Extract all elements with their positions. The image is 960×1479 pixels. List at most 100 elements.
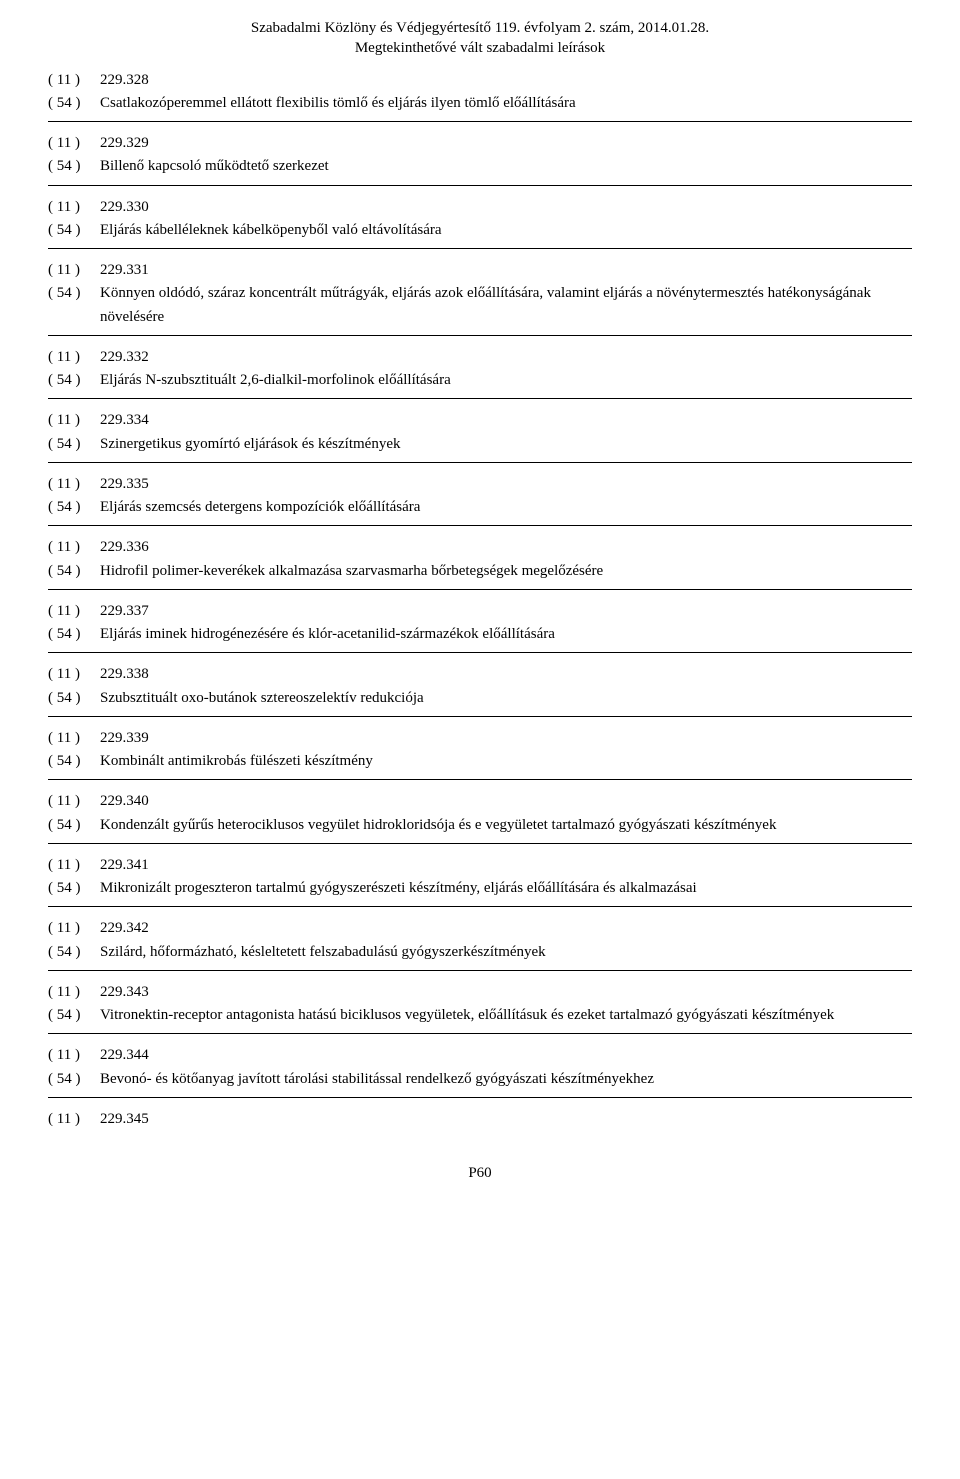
patent-entry: ( 11 )229.344( 54 )Bevonó- és kötőanyag … bbox=[48, 1044, 912, 1091]
patent-entry: ( 11 )229.331( 54 )Könnyen oldódó, szára… bbox=[48, 259, 912, 329]
patent-number: 229.330 bbox=[100, 196, 912, 219]
patent-title: Kombinált antimikrobás fülészeti készítm… bbox=[100, 750, 912, 773]
entry-number-row: ( 11 )229.329 bbox=[48, 132, 912, 155]
patent-number: 229.340 bbox=[100, 790, 912, 813]
code-11-label: ( 11 ) bbox=[48, 600, 100, 623]
patent-title: Eljárás kábelléleknek kábelköpenyből val… bbox=[100, 219, 912, 242]
patent-title: Kondenzált gyűrűs heterociklusos vegyüle… bbox=[100, 814, 912, 837]
code-11-label: ( 11 ) bbox=[48, 917, 100, 940]
entry-divider bbox=[48, 121, 912, 122]
code-11-label: ( 11 ) bbox=[48, 259, 100, 282]
patent-entry: ( 11 )229.332( 54 )Eljárás N-szubsztituá… bbox=[48, 346, 912, 393]
entry-number-row: ( 11 )229.337 bbox=[48, 600, 912, 623]
entry-title-row: ( 54 )Hidrofil polimer-keverékek alkalma… bbox=[48, 560, 912, 583]
code-11-label: ( 11 ) bbox=[48, 473, 100, 496]
code-11-label: ( 11 ) bbox=[48, 69, 100, 92]
code-54-label: ( 54 ) bbox=[48, 369, 100, 392]
entry-number-row: ( 11 )229.341 bbox=[48, 854, 912, 877]
code-11-label: ( 11 ) bbox=[48, 854, 100, 877]
entry-number-row: ( 11 )229.330 bbox=[48, 196, 912, 219]
entry-number-row: ( 11 )229.332 bbox=[48, 346, 912, 369]
entry-title-row: ( 54 )Billenő kapcsoló működtető szerkez… bbox=[48, 155, 912, 178]
entry-divider bbox=[48, 779, 912, 780]
entry-title-row: ( 54 )Eljárás szemcsés detergens kompozí… bbox=[48, 496, 912, 519]
patent-title: Szilárd, hőformázható, késleltetett fels… bbox=[100, 941, 912, 964]
entry-title-row: ( 54 )Szinergetikus gyomírtó eljárások é… bbox=[48, 433, 912, 456]
entry-divider bbox=[48, 652, 912, 653]
patent-title: Bevonó- és kötőanyag javított tárolási s… bbox=[100, 1068, 912, 1091]
document-page: Szabadalmi Közlöny és Védjegyértesítő 11… bbox=[0, 0, 960, 1212]
code-54-label: ( 54 ) bbox=[48, 941, 100, 964]
entry-number-row: ( 11 )229.338 bbox=[48, 663, 912, 686]
code-54-label: ( 54 ) bbox=[48, 877, 100, 900]
patent-title: Könnyen oldódó, száraz koncentrált műtrá… bbox=[100, 282, 912, 329]
entry-divider bbox=[48, 589, 912, 590]
patent-number: 229.329 bbox=[100, 132, 912, 155]
patent-entry: ( 11 )229.345 bbox=[48, 1108, 912, 1131]
patent-title: Eljárás iminek hidrogénezésére és klór-a… bbox=[100, 623, 912, 646]
entry-title-row: ( 54 )Kombinált antimikrobás fülészeti k… bbox=[48, 750, 912, 773]
entry-title-row: ( 54 )Eljárás kábelléleknek kábelköpenyb… bbox=[48, 219, 912, 242]
entry-divider bbox=[48, 248, 912, 249]
code-54-label: ( 54 ) bbox=[48, 433, 100, 456]
patent-number: 229.332 bbox=[100, 346, 912, 369]
patent-entry: ( 11 )229.340( 54 )Kondenzált gyűrűs het… bbox=[48, 790, 912, 837]
entries-list: ( 11 )229.328( 54 )Csatlakozóperemmel el… bbox=[48, 69, 912, 1132]
patent-number: 229.337 bbox=[100, 600, 912, 623]
entry-title-row: ( 54 )Eljárás iminek hidrogénezésére és … bbox=[48, 623, 912, 646]
patent-entry: ( 11 )229.328( 54 )Csatlakozóperemmel el… bbox=[48, 69, 912, 116]
code-11-label: ( 11 ) bbox=[48, 790, 100, 813]
entry-title-row: ( 54 )Könnyen oldódó, száraz koncentrált… bbox=[48, 282, 912, 329]
entry-number-row: ( 11 )229.336 bbox=[48, 536, 912, 559]
entry-divider bbox=[48, 398, 912, 399]
patent-title: Mikronizált progeszteron tartalmú gyógys… bbox=[100, 877, 912, 900]
patent-number: 229.343 bbox=[100, 981, 912, 1004]
entry-number-row: ( 11 )229.344 bbox=[48, 1044, 912, 1067]
page-header: Szabadalmi Közlöny és Védjegyértesítő 11… bbox=[48, 18, 912, 59]
patent-number: 229.341 bbox=[100, 854, 912, 877]
entry-divider bbox=[48, 335, 912, 336]
patent-title: Eljárás szemcsés detergens kompozíciók e… bbox=[100, 496, 912, 519]
code-11-label: ( 11 ) bbox=[48, 981, 100, 1004]
entry-divider bbox=[48, 843, 912, 844]
patent-entry: ( 11 )229.329( 54 )Billenő kapcsoló műkö… bbox=[48, 132, 912, 179]
entry-title-row: ( 54 )Mikronizált progeszteron tartalmú … bbox=[48, 877, 912, 900]
entry-title-row: ( 54 )Bevonó- és kötőanyag javított táro… bbox=[48, 1068, 912, 1091]
entry-number-row: ( 11 )229.342 bbox=[48, 917, 912, 940]
code-11-label: ( 11 ) bbox=[48, 196, 100, 219]
patent-number: 229.345 bbox=[100, 1108, 912, 1131]
entry-number-row: ( 11 )229.331 bbox=[48, 259, 912, 282]
patent-number: 229.339 bbox=[100, 727, 912, 750]
patent-entry: ( 11 )229.342( 54 )Szilárd, hőformázható… bbox=[48, 917, 912, 964]
patent-title: Eljárás N-szubsztituált 2,6-dialkil-morf… bbox=[100, 369, 912, 392]
page-footer: P60 bbox=[48, 1165, 912, 1182]
entry-title-row: ( 54 )Csatlakozóperemmel ellátott flexib… bbox=[48, 92, 912, 115]
patent-title: Vitronektin-receptor antagonista hatású … bbox=[100, 1004, 912, 1027]
patent-entry: ( 11 )229.339( 54 )Kombinált antimikrobá… bbox=[48, 727, 912, 774]
entry-number-row: ( 11 )229.334 bbox=[48, 409, 912, 432]
entry-title-row: ( 54 )Szilárd, hőformázható, késleltetet… bbox=[48, 941, 912, 964]
patent-title: Szubsztituált oxo-butánok sztereoszelekt… bbox=[100, 687, 912, 710]
entry-divider bbox=[48, 185, 912, 186]
entry-divider bbox=[48, 1033, 912, 1034]
header-line-2: Megtekinthetővé vált szabadalmi leírások bbox=[48, 38, 912, 58]
code-54-label: ( 54 ) bbox=[48, 282, 100, 329]
patent-entry: ( 11 )229.337( 54 )Eljárás iminek hidrog… bbox=[48, 600, 912, 647]
patent-title: Billenő kapcsoló működtető szerkezet bbox=[100, 155, 912, 178]
entry-number-row: ( 11 )229.339 bbox=[48, 727, 912, 750]
entry-number-row: ( 11 )229.328 bbox=[48, 69, 912, 92]
entry-divider bbox=[48, 970, 912, 971]
patent-number: 229.334 bbox=[100, 409, 912, 432]
patent-entry: ( 11 )229.341( 54 )Mikronizált progeszte… bbox=[48, 854, 912, 901]
entry-number-row: ( 11 )229.345 bbox=[48, 1108, 912, 1131]
patent-number: 229.335 bbox=[100, 473, 912, 496]
entry-divider bbox=[48, 716, 912, 717]
code-11-label: ( 11 ) bbox=[48, 346, 100, 369]
code-54-label: ( 54 ) bbox=[48, 219, 100, 242]
code-54-label: ( 54 ) bbox=[48, 750, 100, 773]
code-54-label: ( 54 ) bbox=[48, 92, 100, 115]
code-11-label: ( 11 ) bbox=[48, 727, 100, 750]
code-11-label: ( 11 ) bbox=[48, 132, 100, 155]
patent-number: 229.342 bbox=[100, 917, 912, 940]
patent-title: Szinergetikus gyomírtó eljárások és kész… bbox=[100, 433, 912, 456]
